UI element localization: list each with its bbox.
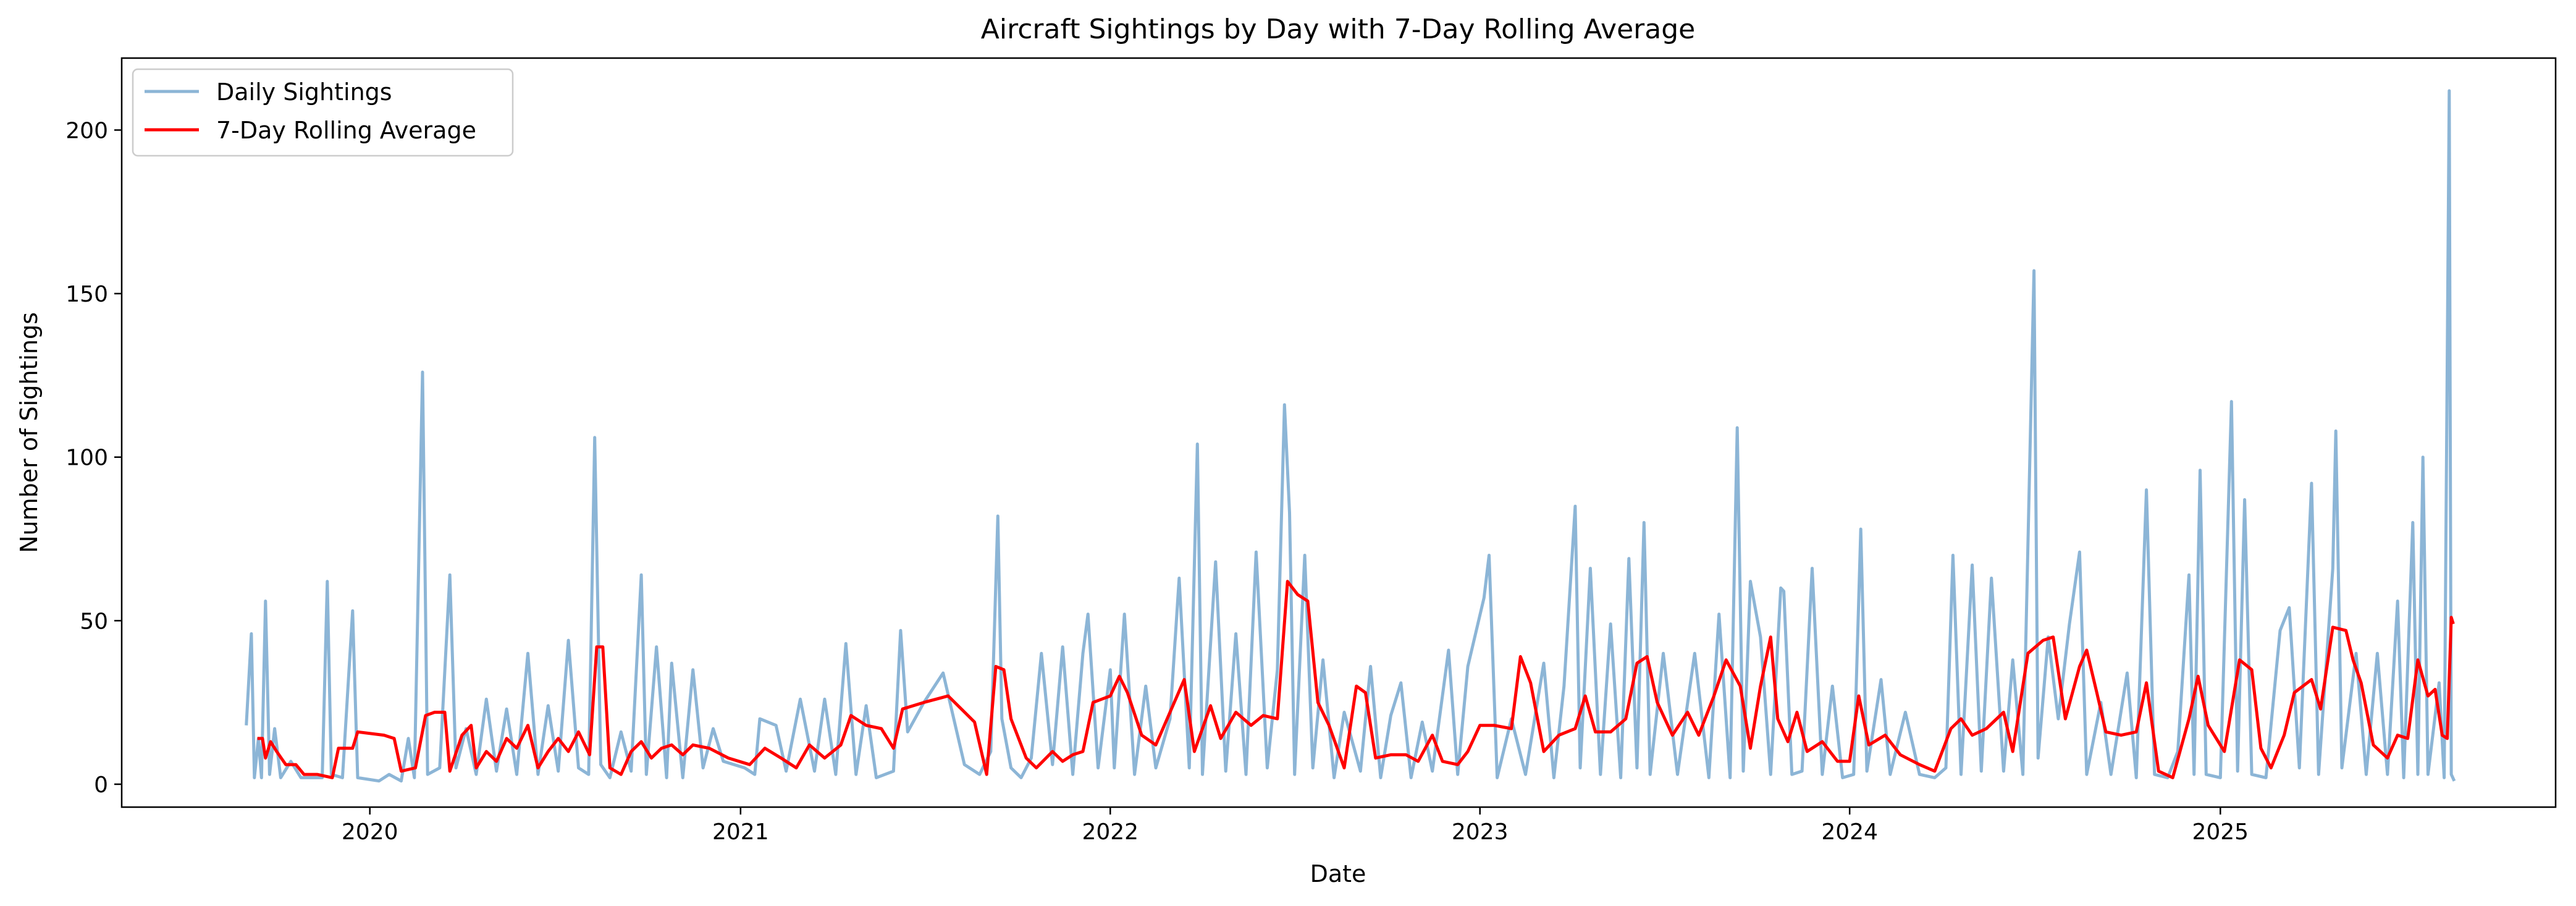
chart-title: Aircraft Sightings by Day with 7-Day Rol… — [981, 14, 1695, 45]
y-axis-label: Number of Sightings — [15, 312, 43, 553]
rolling-average-line — [257, 580, 2455, 779]
x-tick-label: 2021 — [712, 819, 769, 845]
y-tick-label: 0 — [94, 773, 108, 798]
daily-sightings-line — [245, 89, 2456, 783]
x-axis-label: Date — [1310, 860, 1366, 887]
x-tick-label: 2022 — [1082, 819, 1139, 845]
series-layer — [245, 89, 2456, 783]
y-axis: 0 50 100 150 200 — [65, 118, 122, 798]
legend-box — [132, 68, 514, 157]
legend-label-rolling: 7-Day Rolling Average — [216, 117, 476, 144]
legend-label-daily: Daily Sightings — [216, 78, 392, 106]
legend: Daily Sightings 7-Day Rolling Average — [132, 68, 514, 157]
x-axis: 2020 2021 2022 2023 2024 2025 — [342, 807, 2249, 845]
x-tick-label: 2020 — [342, 819, 398, 845]
y-tick-label: 200 — [65, 118, 108, 143]
plot-frame — [120, 57, 2557, 808]
y-tick-label: 150 — [65, 282, 108, 307]
y-tick-label: 50 — [80, 609, 108, 634]
y-tick-label: 100 — [65, 446, 108, 471]
x-tick-label: 2023 — [1452, 819, 1509, 845]
x-tick-label: 2024 — [1821, 819, 1878, 845]
x-tick-label: 2025 — [2192, 819, 2249, 845]
